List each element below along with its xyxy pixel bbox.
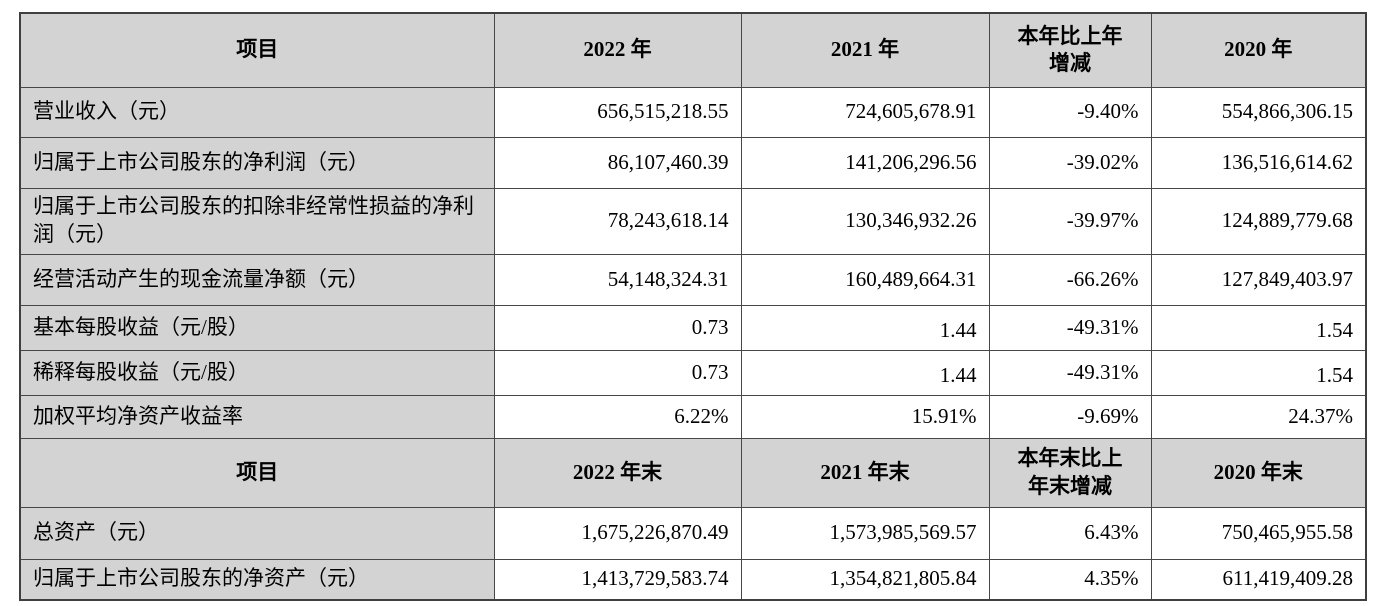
table-row-diluted-eps: 稀释每股收益（元/股） 0.73 1.44 -49.31% 1.54 (19, 349, 1367, 396)
value-2022: 78,243,618.14 (493, 187, 742, 255)
row-label: 归属于上市公司股东的扣除非经常性损益的净利润（元） (19, 187, 495, 255)
value-2020: 611,419,409.28 (1150, 558, 1367, 601)
column-header-yoy-change: 本年比上年 增减 (988, 12, 1152, 88)
value-2020: 554,866,306.15 (1150, 86, 1367, 138)
table-row-basic-eps: 基本每股收益（元/股） 0.73 1.44 -49.31% 1.54 (19, 304, 1367, 351)
value-2022: 86,107,460.39 (493, 136, 742, 189)
value-change: -9.40% (988, 86, 1152, 138)
value-2021: 130,346,932.26 (740, 187, 990, 255)
column-header-2020-yearend: 2020 年末 (1150, 437, 1367, 508)
value-2020: 1.54 (1150, 304, 1367, 351)
table-row-net-profit: 归属于上市公司股东的净利润（元） 86,107,460.39 141,206,2… (19, 136, 1367, 189)
value-change: -39.02% (988, 136, 1152, 189)
row-label: 归属于上市公司股东的净资产（元） (19, 558, 495, 601)
column-header-item: 项目 (19, 12, 495, 88)
value-change: -9.69% (988, 394, 1152, 439)
value-2020: 750,465,955.58 (1150, 506, 1367, 560)
row-label: 归属于上市公司股东的净利润（元） (19, 136, 495, 189)
table-header-row-yearend: 项目 2022 年末 2021 年末 本年末比上 年末增减 2020 年末 (19, 437, 1367, 508)
table-row-operating-cash-flow: 经营活动产生的现金流量净额（元） 54,148,324.31 160,489,6… (19, 253, 1367, 306)
table-row-operating-revenue: 营业收入（元） 656,515,218.55 724,605,678.91 -9… (19, 86, 1367, 138)
column-header-item: 项目 (19, 437, 495, 508)
row-label: 经营活动产生的现金流量净额（元） (19, 253, 495, 306)
column-header-yearend-change: 本年末比上 年末增减 (988, 437, 1152, 508)
row-label: 基本每股收益（元/股） (19, 304, 495, 351)
row-label: 加权平均净资产收益率 (19, 394, 495, 439)
value-change: -39.97% (988, 187, 1152, 255)
value-2021: 724,605,678.91 (740, 86, 990, 138)
column-header-2021: 2021 年 (740, 12, 990, 88)
row-label: 稀释每股收益（元/股） (19, 349, 495, 396)
column-header-2021-yearend: 2021 年末 (740, 437, 990, 508)
value-2021: 1.44 (740, 304, 990, 351)
value-2022: 0.73 (493, 304, 742, 351)
value-change: 4.35% (988, 558, 1152, 601)
value-2022: 656,515,218.55 (493, 86, 742, 138)
value-change: -49.31% (988, 349, 1152, 396)
financial-summary-table: 项目 2022 年 2021 年 本年比上年 增减 2020 年 营业收入（元）… (19, 12, 1367, 601)
value-2022: 0.73 (493, 349, 742, 396)
value-2021: 1,573,985,569.57 (740, 506, 990, 560)
column-header-2020: 2020 年 (1150, 12, 1367, 88)
value-change: 6.43% (988, 506, 1152, 560)
table-header-row-annual: 项目 2022 年 2021 年 本年比上年 增减 2020 年 (19, 12, 1367, 88)
row-label: 营业收入（元） (19, 86, 495, 138)
value-2020: 127,849,403.97 (1150, 253, 1367, 306)
value-2021: 141,206,296.56 (740, 136, 990, 189)
table-row-net-assets: 归属于上市公司股东的净资产（元） 1,413,729,583.74 1,354,… (19, 558, 1367, 601)
value-2021: 160,489,664.31 (740, 253, 990, 306)
value-2020: 124,889,779.68 (1150, 187, 1367, 255)
table-row-net-profit-excl-nonrecurring: 归属于上市公司股东的扣除非经常性损益的净利润（元） 78,243,618.14 … (19, 187, 1367, 255)
table-row-weighted-avg-roe: 加权平均净资产收益率 6.22% 15.91% -9.69% 24.37% (19, 394, 1367, 439)
value-2022: 1,413,729,583.74 (493, 558, 742, 601)
row-label: 总资产（元） (19, 506, 495, 560)
value-2020: 24.37% (1150, 394, 1367, 439)
value-2022: 6.22% (493, 394, 742, 439)
value-2022: 1,675,226,870.49 (493, 506, 742, 560)
value-change: -66.26% (988, 253, 1152, 306)
column-header-2022-yearend: 2022 年末 (493, 437, 742, 508)
value-2022: 54,148,324.31 (493, 253, 742, 306)
table-row-total-assets: 总资产（元） 1,675,226,870.49 1,573,985,569.57… (19, 506, 1367, 560)
value-2021: 1.44 (740, 349, 990, 396)
value-change: -49.31% (988, 304, 1152, 351)
column-header-2022: 2022 年 (493, 12, 742, 88)
value-2021: 15.91% (740, 394, 990, 439)
value-2020: 1.54 (1150, 349, 1367, 396)
value-2020: 136,516,614.62 (1150, 136, 1367, 189)
value-2021: 1,354,821,805.84 (740, 558, 990, 601)
